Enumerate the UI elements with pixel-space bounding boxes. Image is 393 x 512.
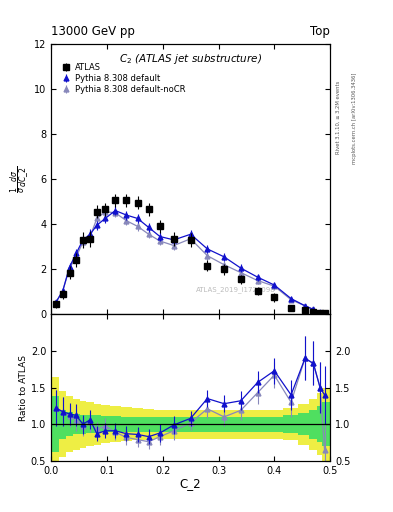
- Bar: [233, 417, 249, 432]
- Bar: [167, 417, 182, 432]
- Bar: [154, 410, 167, 439]
- Text: mcplots.cern.ch [arXiv:1306.3436]: mcplots.cern.ch [arXiv:1306.3436]: [352, 72, 357, 163]
- Bar: [322, 388, 330, 461]
- Y-axis label: $\frac{1}{\sigma}\frac{d\sigma}{dC\_2}$: $\frac{1}{\sigma}\frac{d\sigma}{dC\_2}$: [9, 165, 33, 193]
- Bar: [110, 406, 121, 442]
- Bar: [309, 398, 317, 450]
- Bar: [167, 410, 182, 439]
- Bar: [309, 410, 317, 439]
- Bar: [73, 398, 79, 450]
- Text: Top: Top: [310, 26, 330, 38]
- Bar: [317, 406, 322, 442]
- Bar: [73, 414, 79, 435]
- Bar: [86, 415, 94, 433]
- Bar: [182, 417, 199, 432]
- Bar: [143, 409, 154, 440]
- Bar: [121, 408, 132, 441]
- Bar: [79, 415, 86, 434]
- Bar: [216, 417, 233, 432]
- Bar: [322, 402, 330, 446]
- Y-axis label: Ratio to ATLAS: Ratio to ATLAS: [19, 355, 28, 420]
- Bar: [154, 417, 167, 432]
- Bar: [110, 416, 121, 432]
- Bar: [86, 402, 94, 446]
- Text: 13000 GeV pp: 13000 GeV pp: [51, 26, 135, 38]
- Bar: [132, 408, 143, 440]
- Bar: [79, 401, 86, 447]
- Bar: [233, 410, 249, 439]
- Bar: [121, 417, 132, 432]
- Bar: [182, 410, 199, 439]
- Bar: [317, 393, 322, 455]
- Bar: [199, 417, 216, 432]
- Bar: [199, 410, 216, 439]
- Bar: [59, 410, 66, 439]
- Text: $C_{2}$ (ATLAS jet substructure): $C_{2}$ (ATLAS jet substructure): [119, 52, 262, 66]
- Bar: [51, 377, 59, 472]
- Bar: [51, 396, 59, 452]
- Bar: [94, 403, 101, 445]
- Bar: [101, 416, 110, 432]
- Bar: [66, 396, 73, 452]
- Bar: [101, 405, 110, 443]
- Bar: [298, 403, 309, 445]
- Bar: [94, 415, 101, 433]
- Bar: [266, 417, 283, 432]
- Text: ATLAS_2019_I1724098: ATLAS_2019_I1724098: [196, 286, 276, 293]
- Bar: [298, 413, 309, 435]
- Bar: [59, 391, 66, 457]
- Legend: ATLAS, Pythia 8.308 default, Pythia 8.308 default-noCR: ATLAS, Pythia 8.308 default, Pythia 8.30…: [58, 61, 187, 96]
- Bar: [249, 417, 266, 432]
- Bar: [283, 415, 298, 433]
- Text: Rivet 3.1.10, ≥ 3.2M events: Rivet 3.1.10, ≥ 3.2M events: [336, 81, 341, 155]
- Bar: [283, 408, 298, 440]
- X-axis label: C_2: C_2: [180, 477, 202, 490]
- Bar: [132, 417, 143, 432]
- Bar: [66, 413, 73, 436]
- Bar: [249, 410, 266, 439]
- Bar: [216, 410, 233, 439]
- Bar: [266, 410, 283, 439]
- Bar: [143, 417, 154, 432]
